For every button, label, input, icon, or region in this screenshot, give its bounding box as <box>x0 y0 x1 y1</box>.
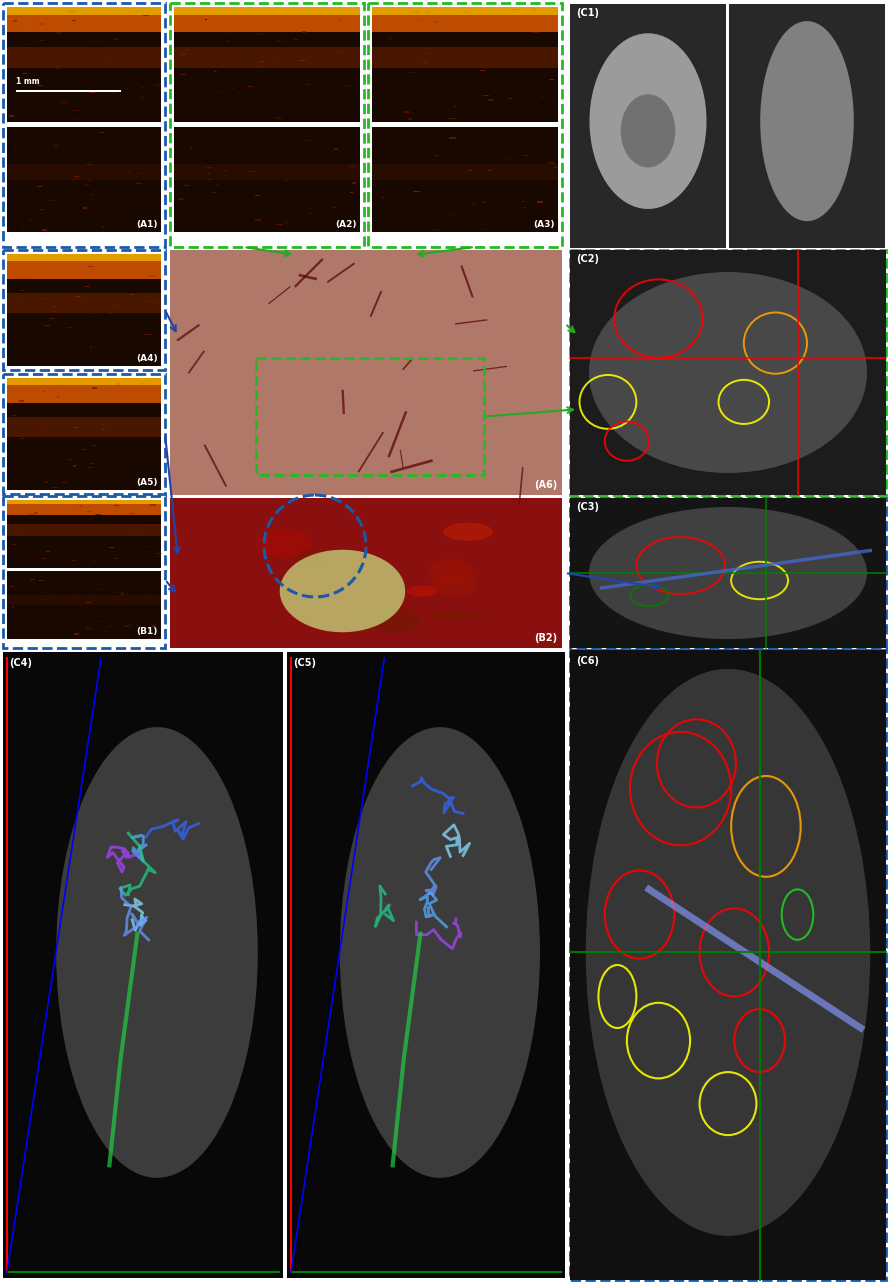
Bar <box>174 6 360 14</box>
Text: (C3): (C3) <box>576 502 599 512</box>
Bar <box>7 417 161 438</box>
Ellipse shape <box>589 507 867 639</box>
Ellipse shape <box>257 529 312 558</box>
Bar <box>7 6 161 32</box>
Bar <box>3 652 283 1278</box>
Bar <box>7 6 161 14</box>
Bar <box>570 498 886 648</box>
Bar <box>3 375 165 494</box>
Bar <box>3 3 165 248</box>
Bar <box>174 6 360 122</box>
Ellipse shape <box>428 558 473 585</box>
Ellipse shape <box>366 608 422 634</box>
Text: (C4): (C4) <box>9 658 32 668</box>
Ellipse shape <box>56 727 258 1178</box>
Text: (C1): (C1) <box>576 8 599 18</box>
Bar <box>3 497 165 648</box>
Bar <box>7 254 161 278</box>
Bar <box>7 378 161 385</box>
Bar <box>372 47 558 68</box>
Ellipse shape <box>589 272 867 473</box>
Bar <box>570 650 886 1280</box>
Bar <box>372 6 558 14</box>
Ellipse shape <box>304 568 352 582</box>
Bar <box>368 3 562 248</box>
Text: (A6): (A6) <box>534 480 557 490</box>
Bar <box>7 47 161 68</box>
Bar <box>7 378 161 490</box>
Bar <box>7 164 161 180</box>
Bar <box>729 4 885 248</box>
Bar <box>170 498 562 648</box>
Bar <box>570 498 886 648</box>
Bar <box>570 4 726 248</box>
Bar <box>7 523 161 536</box>
Bar <box>174 164 360 180</box>
Bar <box>372 6 558 122</box>
Bar <box>570 250 886 495</box>
Bar <box>372 6 558 32</box>
Bar <box>174 47 360 68</box>
Text: (C6): (C6) <box>576 656 599 666</box>
Ellipse shape <box>586 668 870 1236</box>
Text: (A4): (A4) <box>136 354 158 363</box>
Bar <box>16 90 121 92</box>
Text: (A1): (A1) <box>136 219 158 228</box>
Bar <box>170 3 364 248</box>
Ellipse shape <box>429 609 481 621</box>
Ellipse shape <box>297 566 328 582</box>
Bar <box>7 294 161 313</box>
Bar <box>7 254 161 366</box>
Bar <box>570 250 886 495</box>
Ellipse shape <box>589 33 707 209</box>
Ellipse shape <box>433 572 479 595</box>
Bar <box>7 571 161 639</box>
Bar <box>7 500 161 568</box>
Bar <box>570 650 886 1280</box>
Ellipse shape <box>279 549 405 633</box>
Bar <box>170 250 562 495</box>
Text: (C2): (C2) <box>576 254 599 264</box>
Bar <box>287 652 565 1278</box>
Bar <box>7 6 161 122</box>
Bar <box>7 254 161 262</box>
Ellipse shape <box>620 94 676 168</box>
Ellipse shape <box>760 21 854 221</box>
Bar <box>372 164 558 180</box>
Text: 1 mm: 1 mm <box>16 77 40 86</box>
Text: (B2): (B2) <box>534 633 557 643</box>
Bar <box>174 127 360 232</box>
Ellipse shape <box>443 522 493 541</box>
Bar <box>3 250 165 370</box>
Bar <box>7 500 161 504</box>
Ellipse shape <box>340 727 540 1178</box>
Ellipse shape <box>407 585 438 597</box>
Text: (A5): (A5) <box>136 479 158 488</box>
Bar <box>7 378 161 403</box>
Bar <box>7 595 161 606</box>
Text: (B1): (B1) <box>137 627 158 636</box>
Bar <box>7 500 161 514</box>
Text: (A3): (A3) <box>533 219 555 228</box>
Bar <box>7 127 161 232</box>
Ellipse shape <box>294 549 324 571</box>
Bar <box>174 6 360 32</box>
Bar <box>372 127 558 232</box>
Text: (C5): (C5) <box>293 658 316 668</box>
Text: (A2): (A2) <box>336 219 357 228</box>
Bar <box>256 358 483 476</box>
